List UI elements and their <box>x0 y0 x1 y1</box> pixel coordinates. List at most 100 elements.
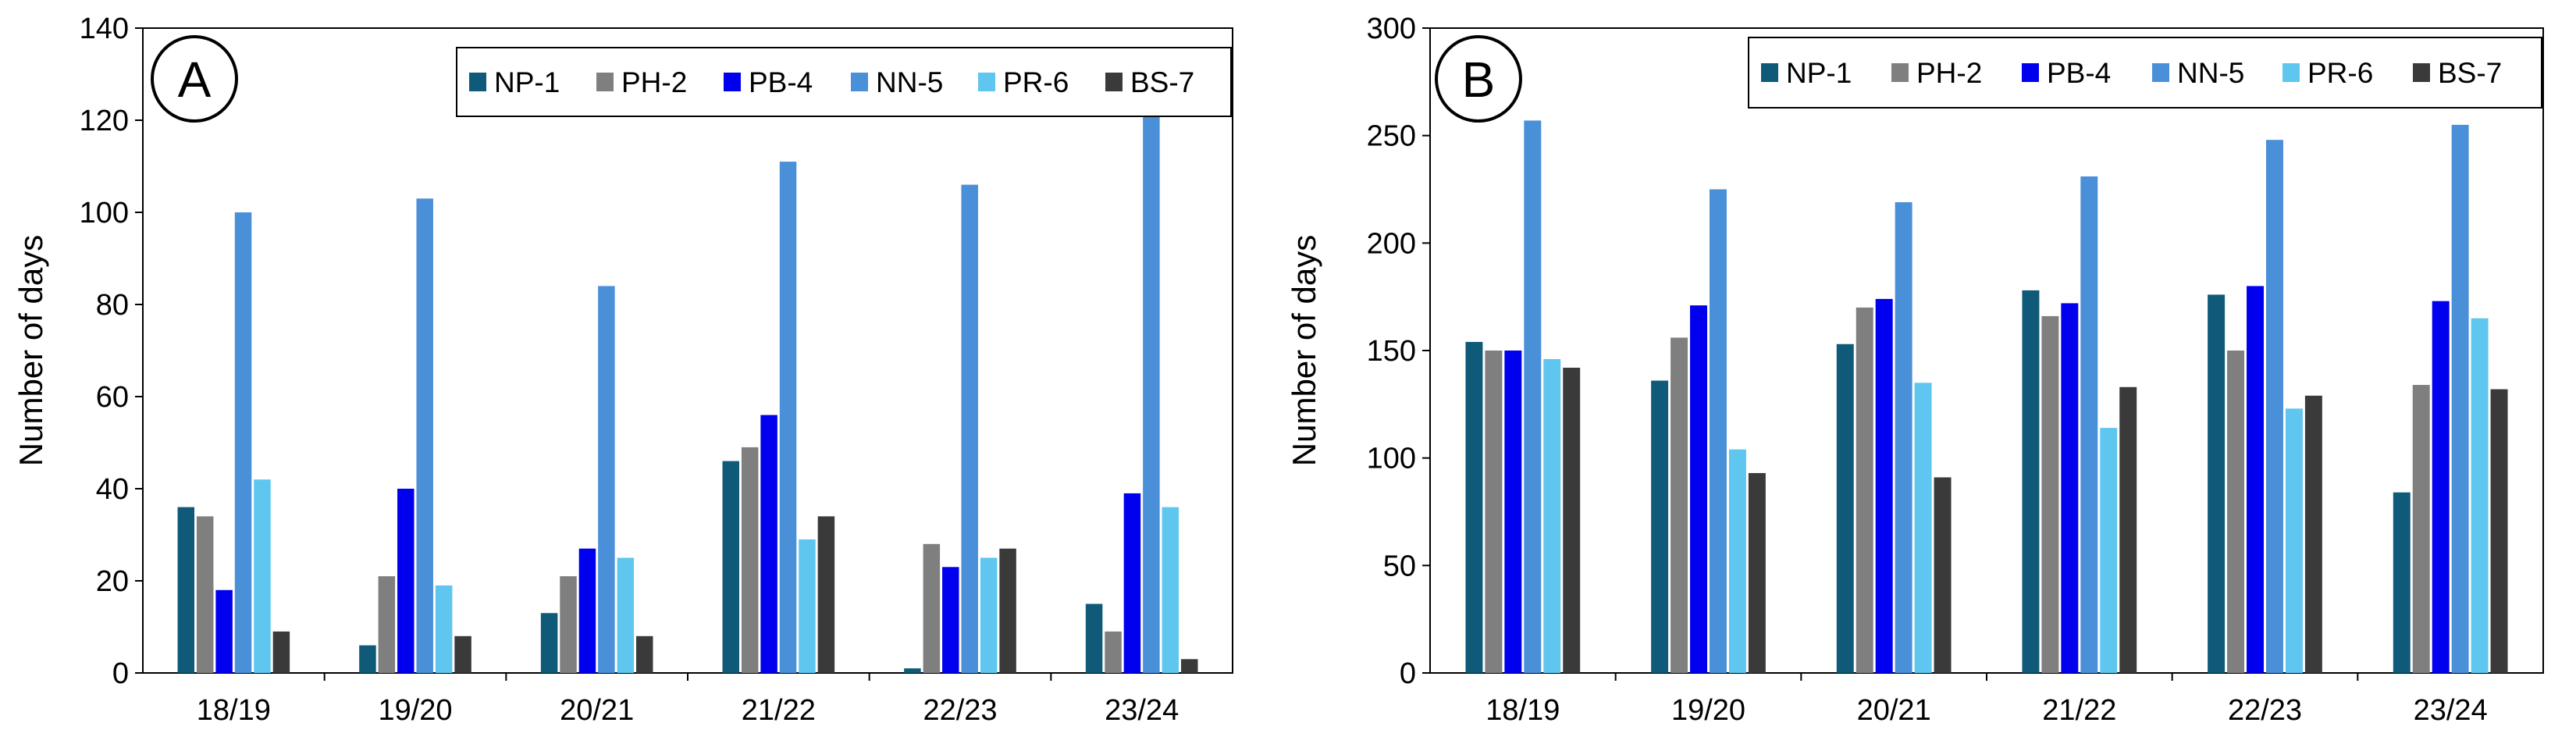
x-tick-label: 20/21 <box>1857 694 1931 727</box>
legend-label-nn-5: NN-5 <box>2177 57 2244 89</box>
bar-pr-6-21-22 <box>799 539 816 673</box>
bar-ph-2-22-23 <box>923 543 941 673</box>
bar-pr-6-20-21 <box>617 557 635 673</box>
panel-label-circle <box>1435 35 1522 123</box>
bar-pb-4-21-22 <box>2061 303 2079 673</box>
y-tick-label: 100 <box>1367 443 1416 475</box>
bar-np-1-18-19 <box>1465 341 1483 673</box>
bar-pb-4-23-24 <box>1123 493 1141 673</box>
bar-ph-2-20-21 <box>1856 307 1873 673</box>
bar-ph-2-20-21 <box>560 576 577 673</box>
bar-pb-4-19-20 <box>1690 305 1708 673</box>
legend-label-nn-5: NN-5 <box>876 66 943 98</box>
legend-label-pb-4: PB-4 <box>2047 57 2111 89</box>
bar-pb-4-23-24 <box>2432 301 2450 673</box>
bar-pr-6-19-20 <box>435 585 453 673</box>
x-tick-label: 20/21 <box>560 694 634 727</box>
bar-bs-7-18-19 <box>272 631 290 673</box>
legend-box <box>456 47 1232 117</box>
bar-nn-5-21-22 <box>2080 176 2098 674</box>
bar-bs-7-22-23 <box>2304 395 2322 673</box>
bar-pr-6-23-24 <box>1162 507 1179 673</box>
legend-label-bs-7: BS-7 <box>1130 66 1194 98</box>
y-tick-label: 0 <box>1400 657 1416 690</box>
legend-swatch-pb-4 <box>2022 63 2039 82</box>
chart-b: 0 50 100 150 200 250 300 Number of days 18/19 19/… <box>1286 12 2544 727</box>
bar-np-1-23-24 <box>1085 603 1103 673</box>
x-tick-label: 18/19 <box>1485 694 1560 727</box>
bar-pb-4-20-21 <box>1875 298 1893 673</box>
x-tick-label: 22/23 <box>2228 694 2302 727</box>
legend-label-ph-2: PH-2 <box>1916 57 1982 89</box>
bar-bs-7-18-19 <box>1563 368 1581 673</box>
legend-label-pr-6: PR-6 <box>2307 57 2373 89</box>
y-axis-label: Number of days <box>12 235 49 466</box>
legend-swatch-ph-2 <box>596 73 614 91</box>
bar-np-1-19-20 <box>359 645 376 673</box>
legend-label-ph-2: PH-2 <box>621 66 687 98</box>
bar-pr-6-18-19 <box>254 479 271 673</box>
bar-pb-4-20-21 <box>578 548 596 673</box>
panel-label: A <box>178 52 212 108</box>
legend-swatch-nn-5 <box>2152 63 2169 82</box>
bar-pr-6-20-21 <box>1914 383 1932 673</box>
bar-pr-6-22-23 <box>2285 408 2303 673</box>
chart-a: 0 20 40 60 80 100 120 140 Number of days 18/19 19/… <box>12 12 1233 727</box>
bar-nn-5-19-20 <box>416 198 433 674</box>
bar-nn-5-22-23 <box>2265 140 2283 673</box>
legend-swatch-pr-6 <box>2282 63 2300 82</box>
bar-bs-7-19-20 <box>454 635 471 673</box>
bar-ph-2-19-20 <box>1670 337 1688 673</box>
bar-np-1-20-21 <box>1836 344 1854 673</box>
plot-frame <box>142 27 1233 674</box>
bar-nn-5-23-24 <box>2451 124 2469 673</box>
x-tick-label: 21/22 <box>742 694 816 727</box>
legend-swatch-nn-5 <box>851 73 868 91</box>
y-tick-label: 300 <box>1367 12 1416 45</box>
bar-bs-7-23-24 <box>2490 389 2508 673</box>
bar-pr-6-18-19 <box>1543 359 1561 673</box>
bar-pb-4-22-23 <box>2247 286 2265 673</box>
plot-frame <box>1429 27 2544 674</box>
y-tick-label: 50 <box>1383 550 1416 582</box>
bar-ph-2-22-23 <box>2227 351 2245 673</box>
bar-ph-2-18-19 <box>196 516 214 673</box>
bar-nn-5-23-24 <box>1143 116 1160 674</box>
bar-nn-5-18-19 <box>234 212 252 673</box>
y-tick-label: 120 <box>80 105 129 137</box>
bar-bs-7-20-21 <box>1934 477 1952 673</box>
panel-label: B <box>1462 52 1496 108</box>
bar-np-1-23-24 <box>2393 492 2411 673</box>
bar-ph-2-21-22 <box>741 447 759 673</box>
y-tick-label: 40 <box>96 473 129 506</box>
bar-bs-7-23-24 <box>1180 659 1198 673</box>
bar-nn-5-20-21 <box>598 286 615 673</box>
bar-pr-6-23-24 <box>2471 318 2489 673</box>
legend-swatch-np-1 <box>1761 63 1778 82</box>
bar-np-1-21-22 <box>2022 290 2040 673</box>
bar-np-1-22-23 <box>904 668 921 673</box>
y-tick-label: 140 <box>80 12 129 45</box>
bar-np-1-22-23 <box>2208 294 2226 673</box>
bar-np-1-21-22 <box>722 461 740 673</box>
bar-pb-4-21-22 <box>760 415 777 673</box>
x-tick-label: 19/20 <box>378 694 452 727</box>
legend-swatch-pb-4 <box>724 73 741 91</box>
bar-pb-4-18-19 <box>1504 351 1522 673</box>
x-tick-label: 18/19 <box>197 694 271 727</box>
bar-ph-2-19-20 <box>378 576 396 673</box>
bar-ph-2-18-19 <box>1485 351 1503 673</box>
bar-pb-4-22-23 <box>942 567 959 673</box>
bar-bs-7-19-20 <box>1748 472 1766 673</box>
bar-np-1-18-19 <box>177 507 195 673</box>
x-tick-label: 23/24 <box>2414 694 2488 727</box>
bar-pr-6-21-22 <box>2100 428 2118 673</box>
bar-pr-6-19-20 <box>1728 449 1746 673</box>
y-tick-label: 100 <box>80 197 129 230</box>
bar-nn-5-21-22 <box>779 162 797 674</box>
x-tick-label: 21/22 <box>2042 694 2116 727</box>
bar-bs-7-22-23 <box>999 548 1016 673</box>
legend-swatch-pr-6 <box>978 73 995 91</box>
legend-label-pr-6: PR-6 <box>1003 66 1069 98</box>
